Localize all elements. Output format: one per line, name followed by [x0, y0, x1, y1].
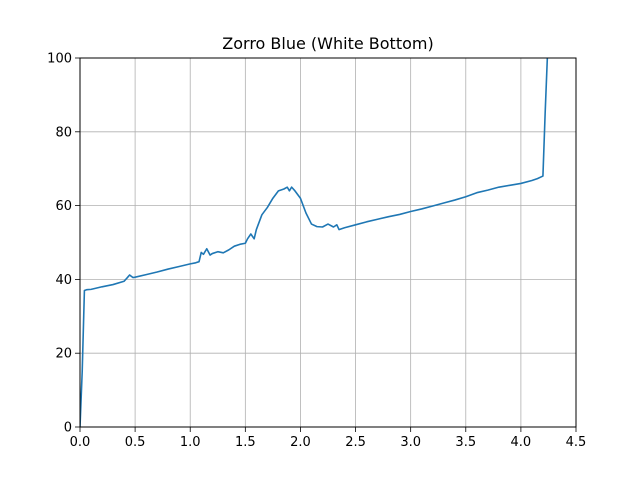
x-tick-label: 3.5 [455, 435, 476, 450]
x-tick-label: 3.0 [400, 435, 421, 450]
x-tick-label: 4.5 [566, 435, 587, 450]
series-line [80, 58, 549, 427]
y-tick-label: 20 [55, 347, 72, 362]
plot-frame [79, 57, 577, 428]
chart-title: Zorro Blue (White Bottom) [222, 34, 433, 53]
series-layer [80, 58, 549, 427]
y-tick-label: 60 [55, 199, 72, 214]
x-tick-label: 1.5 [235, 435, 256, 450]
y-axis: 0 20 40 60 80 100 [47, 52, 80, 436]
x-tick-label: 0.0 [70, 435, 91, 450]
x-tick-label: 2.5 [345, 435, 366, 450]
x-axis: 0.0 0.5 1.0 1.5 2.0 2.5 3.0 3.5 4.0 4.5 [70, 427, 587, 450]
x-tick-label: 4.0 [511, 435, 532, 450]
x-tick-label: 0.5 [125, 435, 146, 450]
y-tick-label: 100 [47, 52, 72, 67]
y-tick-label: 0 [64, 421, 72, 436]
y-tick-label: 40 [55, 273, 72, 288]
x-tick-label: 1.0 [180, 435, 201, 450]
y-tick-label: 80 [55, 125, 72, 140]
x-tick-label: 2.0 [290, 435, 311, 450]
